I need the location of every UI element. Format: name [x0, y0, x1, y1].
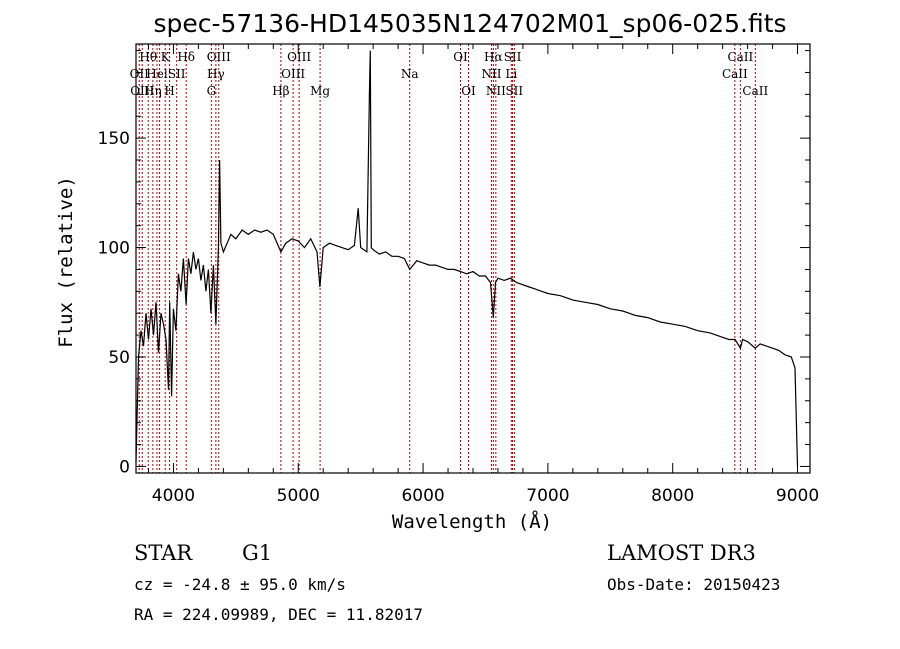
spectral-line-label: CaII: [727, 50, 753, 64]
spectral-line-label: CaII: [722, 67, 748, 81]
chart-title: spec-57136-HD145035N124702M01_sp06-025.f…: [153, 9, 786, 38]
x-tick-label: 8000: [651, 486, 694, 506]
spectral-line-label: Na: [401, 67, 419, 81]
y-axis-label: Flux (relative): [55, 176, 77, 348]
object-subclass: G1: [242, 541, 272, 565]
spectral-line-labels: OIIOIIIHθHηHelKHSIIHδGHγOIIIHβOIIIOIIIMg…: [130, 50, 769, 98]
observation-date: Obs-Date: 20150423: [607, 575, 780, 594]
spectral-line-label: SII: [504, 50, 522, 64]
x-tick-label: 5000: [277, 486, 320, 506]
spectral-line-label: NII: [486, 84, 506, 98]
spectral-line-markers: [138, 44, 756, 473]
survey-name: LAMOST DR3: [607, 541, 756, 565]
x-axis-ticks: 4000 5000 6000 7000 8000 9000: [147, 44, 819, 506]
spectral-line-label: OIII: [207, 50, 231, 64]
spectral-line-label: G: [207, 84, 217, 98]
spectral-line-label: NII: [481, 67, 501, 81]
object-class: STAR: [134, 541, 193, 565]
spectral-line-label: Hδ: [177, 50, 195, 64]
redshift-cz: cz = -24.8 ± 95.0 km/s: [134, 575, 346, 594]
spectral-line-label: Li: [505, 67, 517, 81]
spectral-line-label: Hη: [144, 84, 162, 98]
x-tick-label: 9000: [776, 486, 819, 506]
y-tick-label: 0: [119, 457, 130, 477]
y-tick-label: 100: [98, 239, 130, 259]
x-tick-label: 4000: [152, 486, 195, 506]
spectral-line-label: H: [164, 84, 174, 98]
spectral-line-label: K: [161, 50, 171, 64]
ra-dec-coordinates: RA = 224.09989, DEC = 11.82017: [134, 605, 423, 624]
y-tick-label: 150: [98, 129, 130, 149]
y-tick-label: 50: [108, 348, 130, 368]
spectral-line-label: SII: [168, 67, 186, 81]
spectral-line-label: Hα: [484, 50, 503, 64]
spectral-line-label: OI: [453, 50, 468, 64]
spectral-line-label: Mg: [310, 84, 330, 98]
flux-series-line: [135, 50, 799, 467]
spectral-line-label: OII: [130, 67, 150, 81]
plot-frame: [135, 43, 811, 474]
x-axis-label: Wavelength (Å): [392, 510, 552, 533]
spectral-line-label: OIII: [287, 50, 311, 64]
spectral-line-label: Hβ: [272, 84, 289, 98]
spectral-line-label: SII: [505, 84, 523, 98]
spectral-line-label: Hθ: [139, 50, 157, 64]
spectral-line-label: Hel: [146, 67, 168, 81]
x-tick-label: 7000: [526, 486, 569, 506]
spectral-line-label: OI: [461, 84, 476, 98]
y-axis-ticks: 0 50 100 150: [98, 50, 810, 477]
x-tick-label: 6000: [401, 486, 444, 506]
spectral-line-label: Hγ: [207, 67, 225, 81]
spectral-line-label: OIII: [281, 67, 305, 81]
spectral-line-label: CaII: [742, 84, 768, 98]
